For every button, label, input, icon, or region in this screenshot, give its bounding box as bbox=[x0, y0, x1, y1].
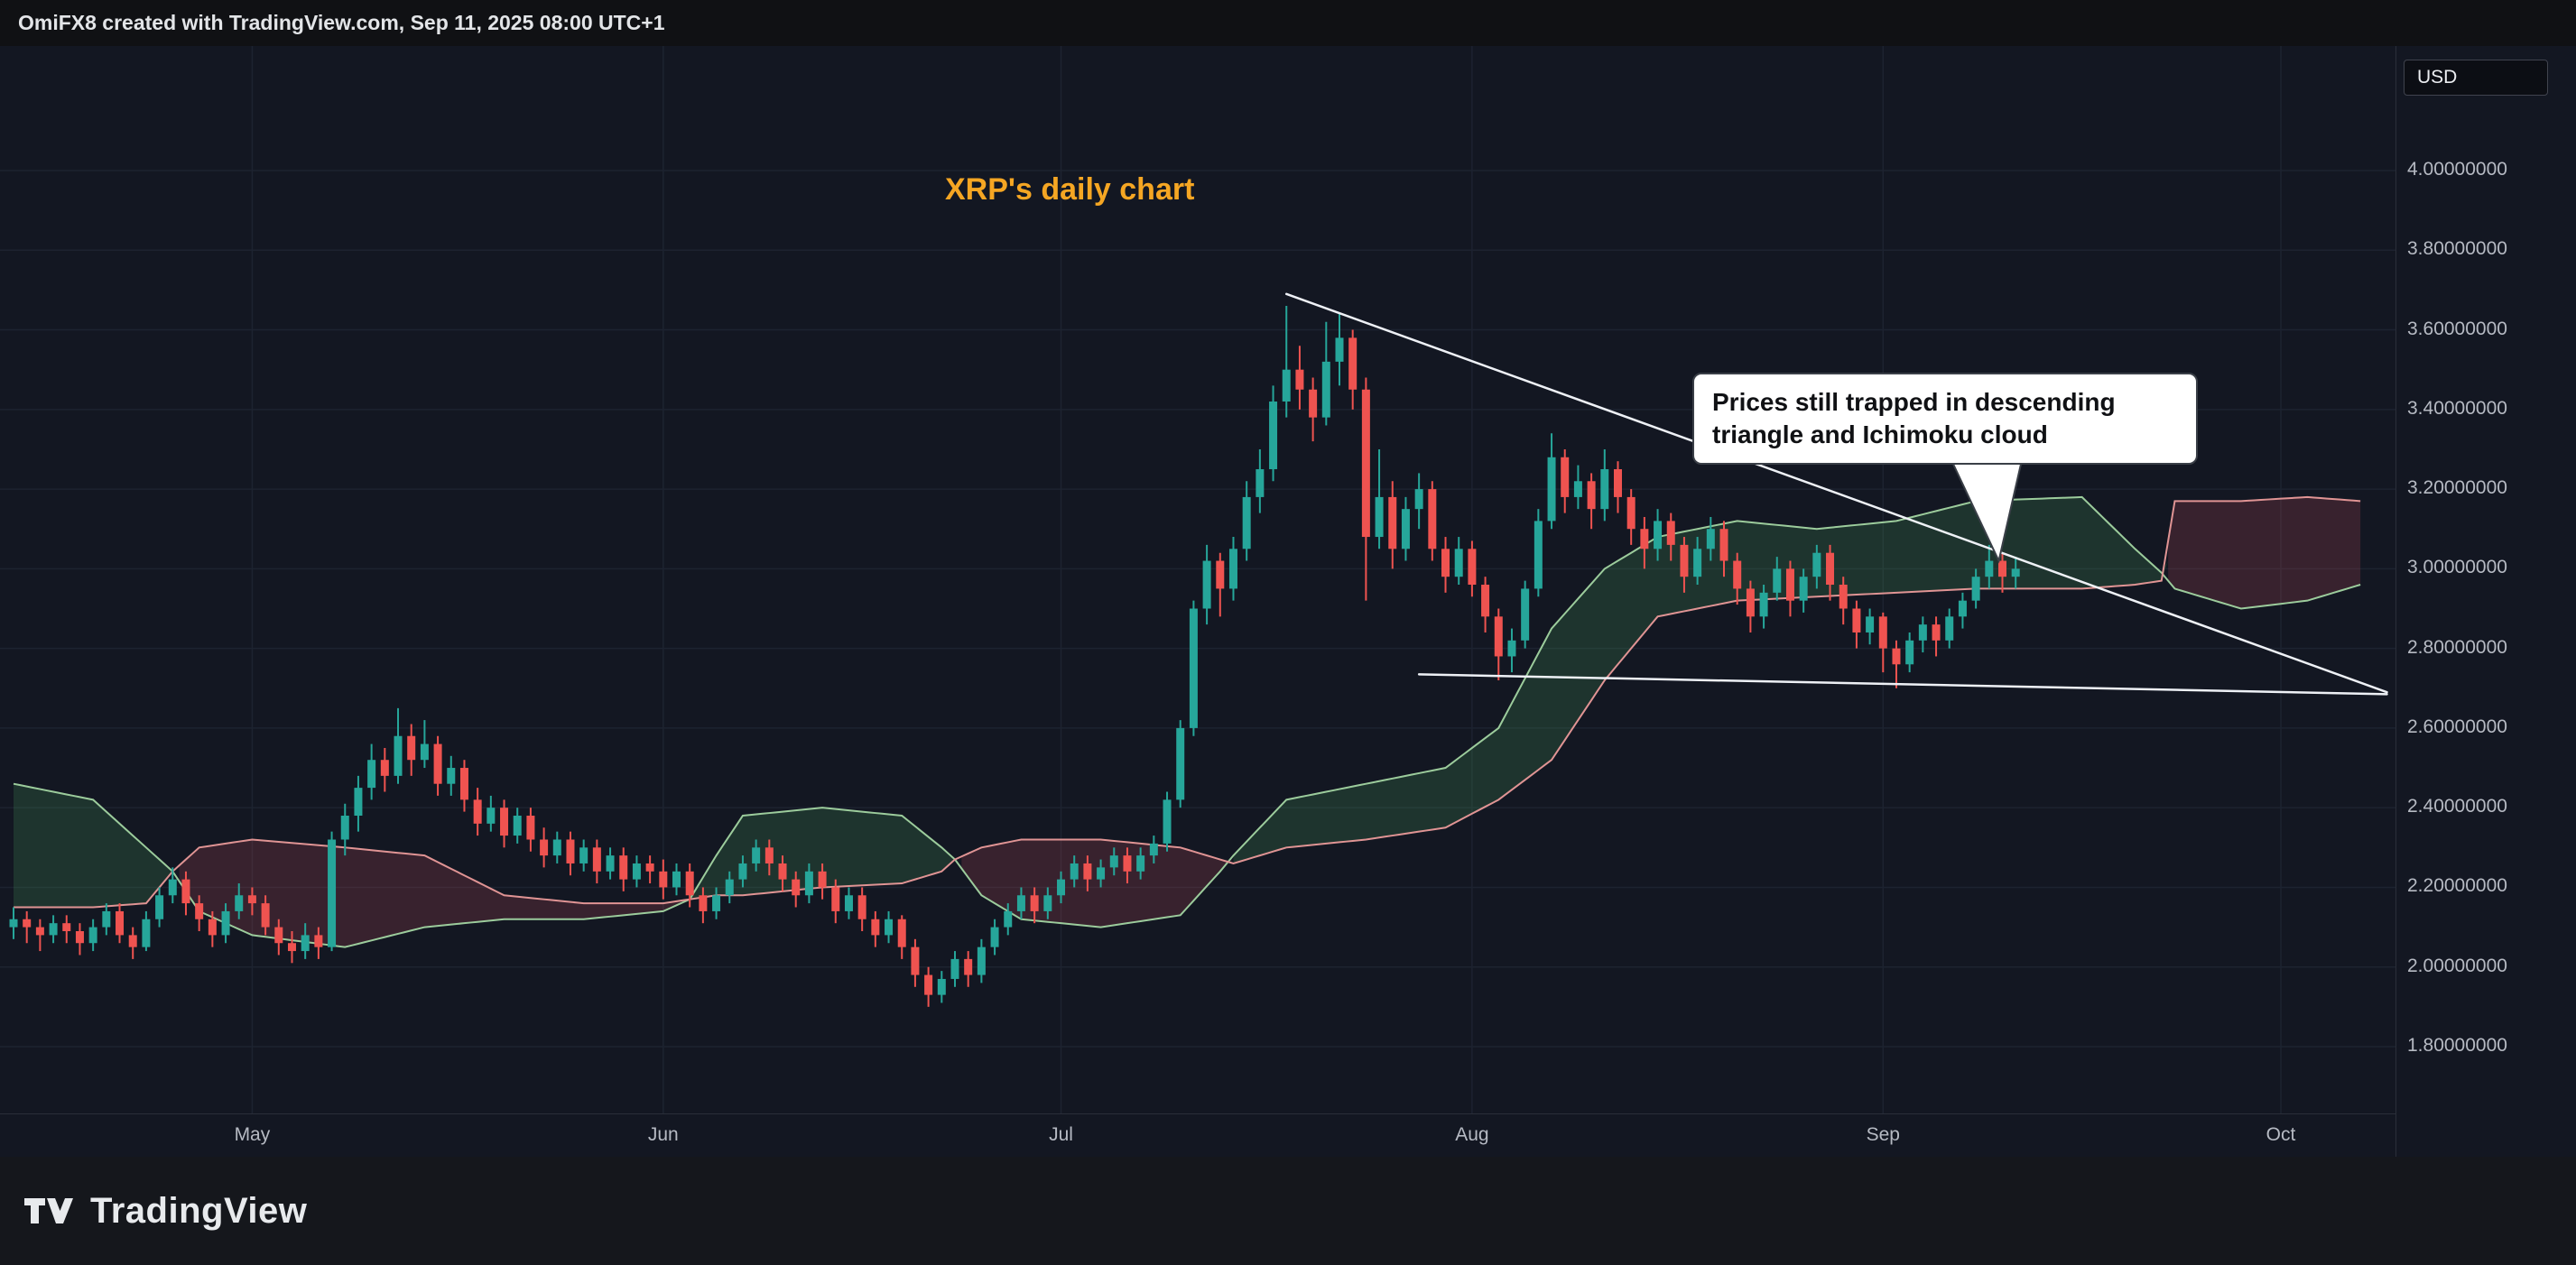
time-axis-label: Jun bbox=[647, 1124, 679, 1145]
price-axis-label: 3.60000000 bbox=[2407, 318, 2507, 339]
footer-bar: TradingView bbox=[0, 1157, 2576, 1265]
chart-credit-text: OmiFX8 created with TradingView.com, Sep… bbox=[18, 11, 665, 34]
chart-area[interactable]: XRP's daily chart Prices still trapped i… bbox=[0, 46, 2576, 1157]
currency-toggle-button[interactable]: USD bbox=[2404, 60, 2548, 96]
price-axis-label: 2.60000000 bbox=[2407, 716, 2507, 737]
time-axis-label: Aug bbox=[1455, 1124, 1489, 1145]
currency-label: USD bbox=[2417, 67, 2458, 88]
price-axis-label: 3.00000000 bbox=[2407, 557, 2507, 578]
price-axis-label: 2.40000000 bbox=[2407, 796, 2507, 817]
price-axis-label: 2.80000000 bbox=[2407, 636, 2507, 658]
price-axis-label: 3.40000000 bbox=[2407, 397, 2507, 419]
time-axis[interactable]: May Jun Jul Aug Sep Oct bbox=[0, 1113, 2395, 1158]
tradingview-brand-text: TradingView bbox=[90, 1190, 308, 1231]
price-axis-label: 2.00000000 bbox=[2407, 955, 2507, 976]
price-axis-label: 2.20000000 bbox=[2407, 875, 2507, 897]
chart-credit-bar: OmiFX8 created with TradingView.com, Sep… bbox=[0, 0, 2576, 46]
price-axis-label: 3.20000000 bbox=[2407, 477, 2507, 499]
annotation-text: Prices still trapped in descending trian… bbox=[1712, 388, 2116, 448]
time-axis-label: Sep bbox=[1866, 1124, 1900, 1145]
chart-title: XRP's daily chart bbox=[945, 172, 1195, 207]
price-axis[interactable]: USD 4.00000000 3.80000000 3.60000000 3.4000… bbox=[2395, 46, 2576, 1157]
price-axis-label: 4.00000000 bbox=[2407, 159, 2507, 180]
annotation-callout: Prices still trapped in descending trian… bbox=[1692, 373, 2198, 465]
tradingview-logo-icon bbox=[24, 1198, 73, 1223]
price-axis-label: 3.80000000 bbox=[2407, 238, 2507, 260]
time-axis-label: Oct bbox=[2266, 1124, 2296, 1145]
candlestick-chart-canvas[interactable] bbox=[0, 46, 2395, 1157]
time-axis-label: Jul bbox=[1049, 1124, 1073, 1145]
price-axis-label: 1.80000000 bbox=[2407, 1034, 2507, 1056]
time-axis-label: May bbox=[234, 1124, 271, 1145]
tradingview-logo[interactable]: TradingView bbox=[23, 1191, 307, 1232]
